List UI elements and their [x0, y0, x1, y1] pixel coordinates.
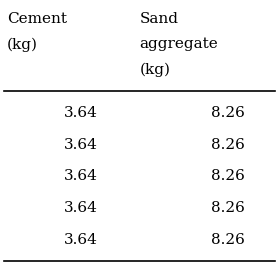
Text: 3.64: 3.64 [64, 138, 98, 152]
Text: 8.26: 8.26 [211, 169, 244, 184]
Text: 3.64: 3.64 [64, 106, 98, 120]
Text: aggregate: aggregate [140, 37, 218, 51]
Text: 8.26: 8.26 [211, 233, 244, 247]
Text: (kg): (kg) [7, 37, 38, 52]
Text: 3.64: 3.64 [64, 201, 98, 215]
Text: Cement: Cement [7, 13, 67, 27]
Text: 8.26: 8.26 [211, 201, 244, 215]
Text: (kg): (kg) [140, 62, 170, 76]
Text: 3.64: 3.64 [64, 233, 98, 247]
Text: 8.26: 8.26 [211, 106, 244, 120]
Text: 8.26: 8.26 [211, 138, 244, 152]
Text: Sand: Sand [140, 13, 179, 27]
Text: 3.64: 3.64 [64, 169, 98, 184]
